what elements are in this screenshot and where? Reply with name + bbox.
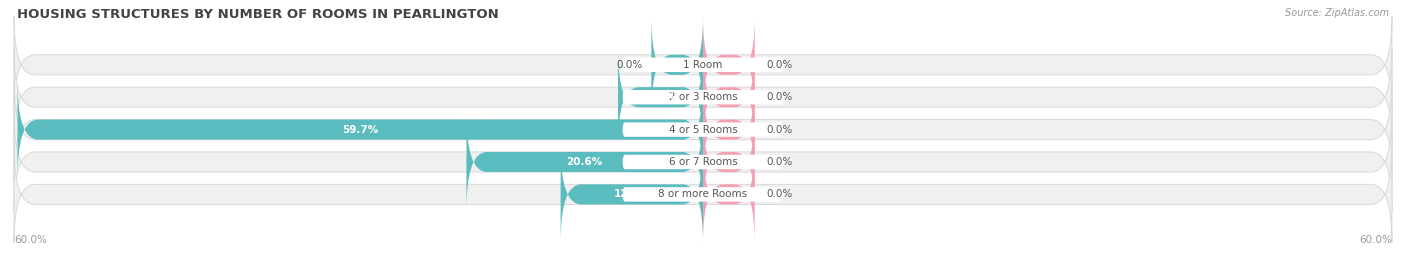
- FancyBboxPatch shape: [561, 146, 703, 243]
- Text: 1 Room: 1 Room: [683, 60, 723, 70]
- FancyBboxPatch shape: [703, 114, 755, 210]
- FancyBboxPatch shape: [14, 16, 1392, 113]
- Text: 0.0%: 0.0%: [766, 124, 793, 135]
- Text: 20.6%: 20.6%: [567, 157, 603, 167]
- Text: 7.4%: 7.4%: [645, 92, 675, 102]
- Text: 0.0%: 0.0%: [766, 189, 793, 200]
- FancyBboxPatch shape: [17, 81, 703, 178]
- Text: 0.0%: 0.0%: [766, 60, 793, 70]
- Text: Source: ZipAtlas.com: Source: ZipAtlas.com: [1285, 8, 1389, 18]
- FancyBboxPatch shape: [703, 16, 755, 113]
- FancyBboxPatch shape: [703, 49, 755, 146]
- Text: 0.0%: 0.0%: [616, 60, 643, 70]
- Text: 60.0%: 60.0%: [14, 235, 46, 245]
- FancyBboxPatch shape: [703, 81, 755, 178]
- FancyBboxPatch shape: [467, 114, 703, 210]
- Text: HOUSING STRUCTURES BY NUMBER OF ROOMS IN PEARLINGTON: HOUSING STRUCTURES BY NUMBER OF ROOMS IN…: [17, 8, 499, 21]
- FancyBboxPatch shape: [623, 122, 783, 137]
- Text: 60.0%: 60.0%: [1360, 235, 1392, 245]
- FancyBboxPatch shape: [623, 187, 783, 202]
- FancyBboxPatch shape: [703, 146, 755, 243]
- FancyBboxPatch shape: [651, 16, 703, 113]
- FancyBboxPatch shape: [14, 49, 1392, 146]
- FancyBboxPatch shape: [14, 81, 1392, 178]
- FancyBboxPatch shape: [14, 146, 1392, 243]
- Text: 4 or 5 Rooms: 4 or 5 Rooms: [669, 124, 737, 135]
- Text: 0.0%: 0.0%: [766, 92, 793, 102]
- Text: 0.0%: 0.0%: [766, 157, 793, 167]
- FancyBboxPatch shape: [623, 58, 783, 72]
- Text: 12.4%: 12.4%: [613, 189, 650, 200]
- Text: 8 or more Rooms: 8 or more Rooms: [658, 189, 748, 200]
- FancyBboxPatch shape: [619, 49, 703, 146]
- Text: 2 or 3 Rooms: 2 or 3 Rooms: [669, 92, 737, 102]
- Text: 6 or 7 Rooms: 6 or 7 Rooms: [669, 157, 737, 167]
- FancyBboxPatch shape: [623, 90, 783, 104]
- FancyBboxPatch shape: [14, 114, 1392, 210]
- FancyBboxPatch shape: [623, 155, 783, 169]
- Text: 59.7%: 59.7%: [342, 124, 378, 135]
